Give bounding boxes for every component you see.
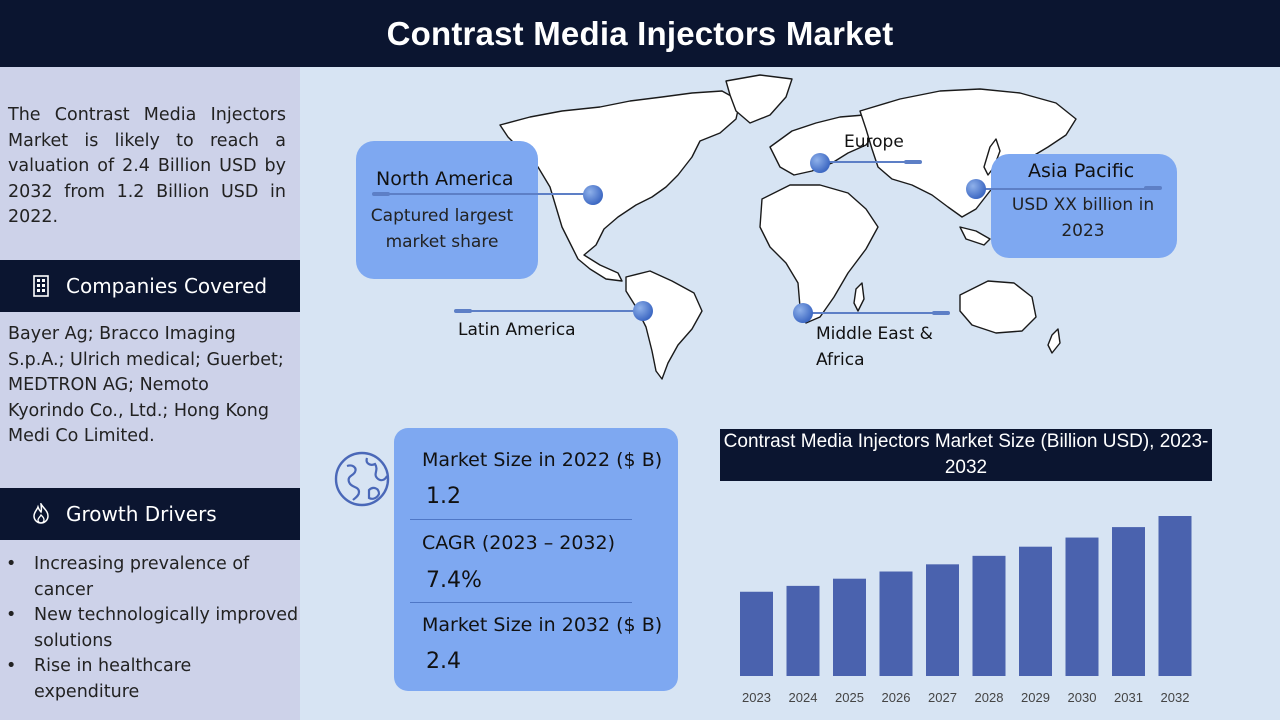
latin-america-leader: [456, 310, 636, 312]
north-america-card: [356, 141, 538, 279]
bar-2024: [786, 585, 820, 676]
europe-marker: [810, 153, 830, 173]
x-tick-label: 2024: [789, 690, 818, 705]
flame-icon: [30, 503, 52, 525]
x-tick-label: 2029: [1021, 690, 1050, 705]
title-bar: Contrast Media Injectors Market: [0, 0, 1280, 67]
asia-pacific-note: USD XX billion in 2023: [1011, 195, 1155, 241]
drivers-heading: Growth Drivers: [0, 488, 300, 540]
europe-leader-cap: [904, 160, 922, 164]
globe-icon: [333, 450, 391, 508]
mea-title: Middle East & Africa: [816, 324, 933, 370]
stat-value: 7.4%: [426, 568, 482, 593]
chart-title: Contrast Media Injectors Market Size (Bi…: [720, 429, 1212, 481]
bar-chart: 2023 2024 2025 2026 2027 2028 2029 2030 2031 2032: [740, 516, 1192, 705]
stat-value: 2.4: [426, 649, 461, 674]
stat-label: Market Size in 2022 ($ B): [422, 449, 663, 471]
stat-label: CAGR (2023 – 2032): [422, 532, 616, 554]
stat-label: Market Size in 2032 ($ B): [422, 614, 663, 636]
north-america-marker: [583, 185, 603, 205]
asia-pacific-leader: [976, 188, 1156, 190]
latin-america-leader-cap: [454, 309, 472, 313]
bar-2029: [1019, 546, 1052, 676]
list-item: Increasing prevalence of cancer: [0, 552, 300, 603]
x-tick-label: 2032: [1161, 690, 1190, 705]
x-tick-label: 2026: [882, 690, 911, 705]
latin-america-title: Latin America: [458, 320, 576, 340]
drivers-heading-label: Growth Drivers: [66, 502, 217, 526]
asia-pacific-card: [991, 154, 1177, 258]
x-tick-label: 2025: [835, 690, 864, 705]
world-map: [499, 74, 1077, 380]
bar-2028: [972, 555, 1006, 676]
asia-pacific-leader-cap: [1144, 186, 1162, 190]
mea-marker: [793, 303, 813, 323]
north-america-note: Captured largest market share: [370, 206, 514, 252]
drivers-list: Increasing prevalence of cancer New tech…: [0, 552, 300, 705]
stat-divider: [410, 602, 632, 603]
bar-2030: [1065, 537, 1099, 676]
stat-value: 1.2: [426, 484, 461, 509]
latin-america-marker: [633, 301, 653, 321]
europe-title: Europe: [844, 132, 904, 152]
world-map-area: North America Captured largest market sh…: [300, 67, 1280, 407]
x-tick-label: 2023: [742, 690, 771, 705]
sidebar: The Contrast Media Injectors Market is l…: [0, 67, 300, 720]
bar-2026: [879, 571, 913, 676]
list-item: Rise in healthcare expenditure: [0, 654, 300, 705]
list-item: New technologically improved solutions: [0, 603, 300, 654]
mea-leader: [804, 312, 946, 314]
x-tick-label: 2028: [975, 690, 1004, 705]
north-america-leader-cap: [372, 192, 390, 196]
companies-heading: Companies Covered: [0, 260, 300, 312]
europe-leader: [820, 161, 918, 163]
companies-heading-label: Companies Covered: [66, 274, 268, 298]
key-stats-card: Market Size in 2022 ($ B) 1.2 CAGR (2023…: [394, 428, 678, 691]
x-tick-label: 2027: [928, 690, 957, 705]
x-tick-label: 2031: [1114, 690, 1143, 705]
north-america-title: North America: [376, 168, 514, 190]
bar-2031: [1112, 527, 1145, 676]
bar-2027: [926, 564, 959, 676]
x-tick-label: 2030: [1068, 690, 1097, 705]
bar-2025: [833, 578, 866, 676]
building-icon: [30, 275, 52, 297]
stat-divider: [410, 519, 632, 520]
intro-text: The Contrast Media Injectors Market is l…: [8, 105, 286, 227]
companies-text: Bayer Ag; Bracco Imaging S.p.A.; Ulrich …: [8, 324, 284, 446]
north-america-leader: [380, 193, 590, 195]
page-title: Contrast Media Injectors Market: [386, 14, 894, 52]
asia-pacific-marker: [966, 179, 986, 199]
mea-leader-cap: [932, 311, 950, 315]
asia-pacific-title: Asia Pacific: [1028, 160, 1135, 182]
bar-2032: [1158, 516, 1192, 676]
bar-2023: [740, 591, 773, 676]
